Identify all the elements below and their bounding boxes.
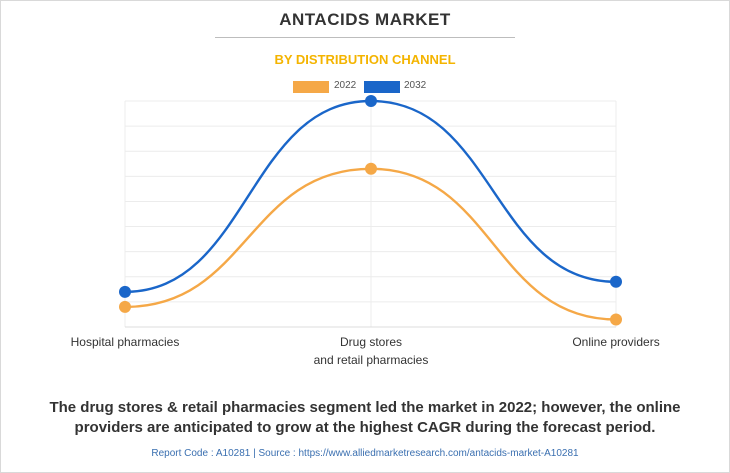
legend-swatch-2032 (364, 81, 400, 93)
chart-subtitle: BY DISTRIBUTION CHANNEL (274, 52, 456, 67)
data-point-2022-1 (365, 162, 377, 175)
summary-line-2: providers are anticipated to grow at the… (74, 419, 656, 436)
legend-label-2022: 2022 (334, 80, 357, 91)
x-tick-label: and retail pharmacies (314, 353, 429, 367)
legend: 2022 2032 (0, 79, 730, 95)
data-point-2032-0 (119, 285, 131, 298)
data-point-2022-0 (119, 300, 131, 313)
data-point-2022-2 (610, 313, 622, 326)
x-tick-label: Drug stores (340, 335, 402, 349)
legend-label-2032: 2032 (404, 80, 427, 91)
legend-swatch-2022 (293, 81, 329, 93)
x-tick-label: Hospital pharmacies (71, 335, 180, 349)
data-point-2032-1 (365, 95, 377, 107)
summary-line-1: The drug stores & retail pharmacies segm… (49, 399, 681, 416)
data-point-2032-2 (610, 275, 622, 288)
chart-title: ANTACIDS MARKET (279, 10, 451, 29)
source-note[interactable]: Report Code : A10281 | Source : https://… (151, 448, 579, 459)
summary-text: The drug stores & retail pharmacies segm… (0, 398, 730, 438)
x-tick-label: Online providers (572, 335, 659, 349)
title-divider (215, 37, 515, 38)
